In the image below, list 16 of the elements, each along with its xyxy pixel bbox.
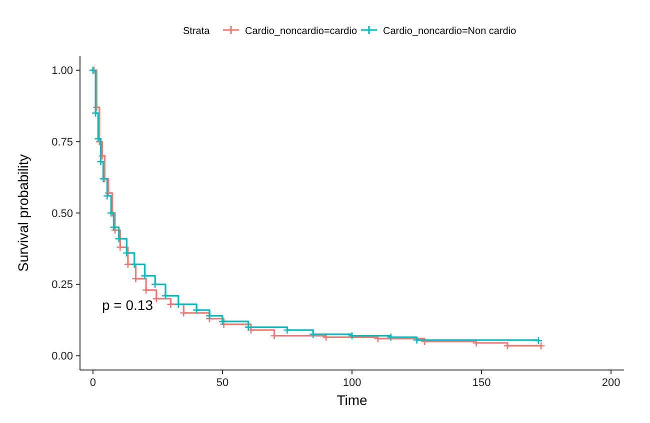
y-tick-label: 0.75 xyxy=(52,136,73,148)
legend-label: Cardio_noncardio=cardio xyxy=(245,26,358,37)
x-tick-label: 0 xyxy=(90,377,96,389)
y-tick-label: 0.50 xyxy=(52,208,73,220)
y-tick-label: 0.25 xyxy=(52,279,73,292)
legend-label: Cardio_noncardio=Non cardio xyxy=(383,26,517,37)
y-axis-title: Survival probability xyxy=(15,154,31,272)
x-tick-label: 100 xyxy=(342,377,362,389)
legend-title: Strata xyxy=(183,26,210,37)
x-tick-label: 50 xyxy=(216,377,229,389)
x-tick-label: 150 xyxy=(472,377,491,389)
x-tick-label: 200 xyxy=(602,377,620,389)
y-tick-label: 0.00 xyxy=(52,350,73,363)
x-axis-title: Time xyxy=(336,392,368,408)
y-tick-label: 1.00 xyxy=(52,65,73,78)
annotation: p = 0.13 xyxy=(102,297,154,313)
